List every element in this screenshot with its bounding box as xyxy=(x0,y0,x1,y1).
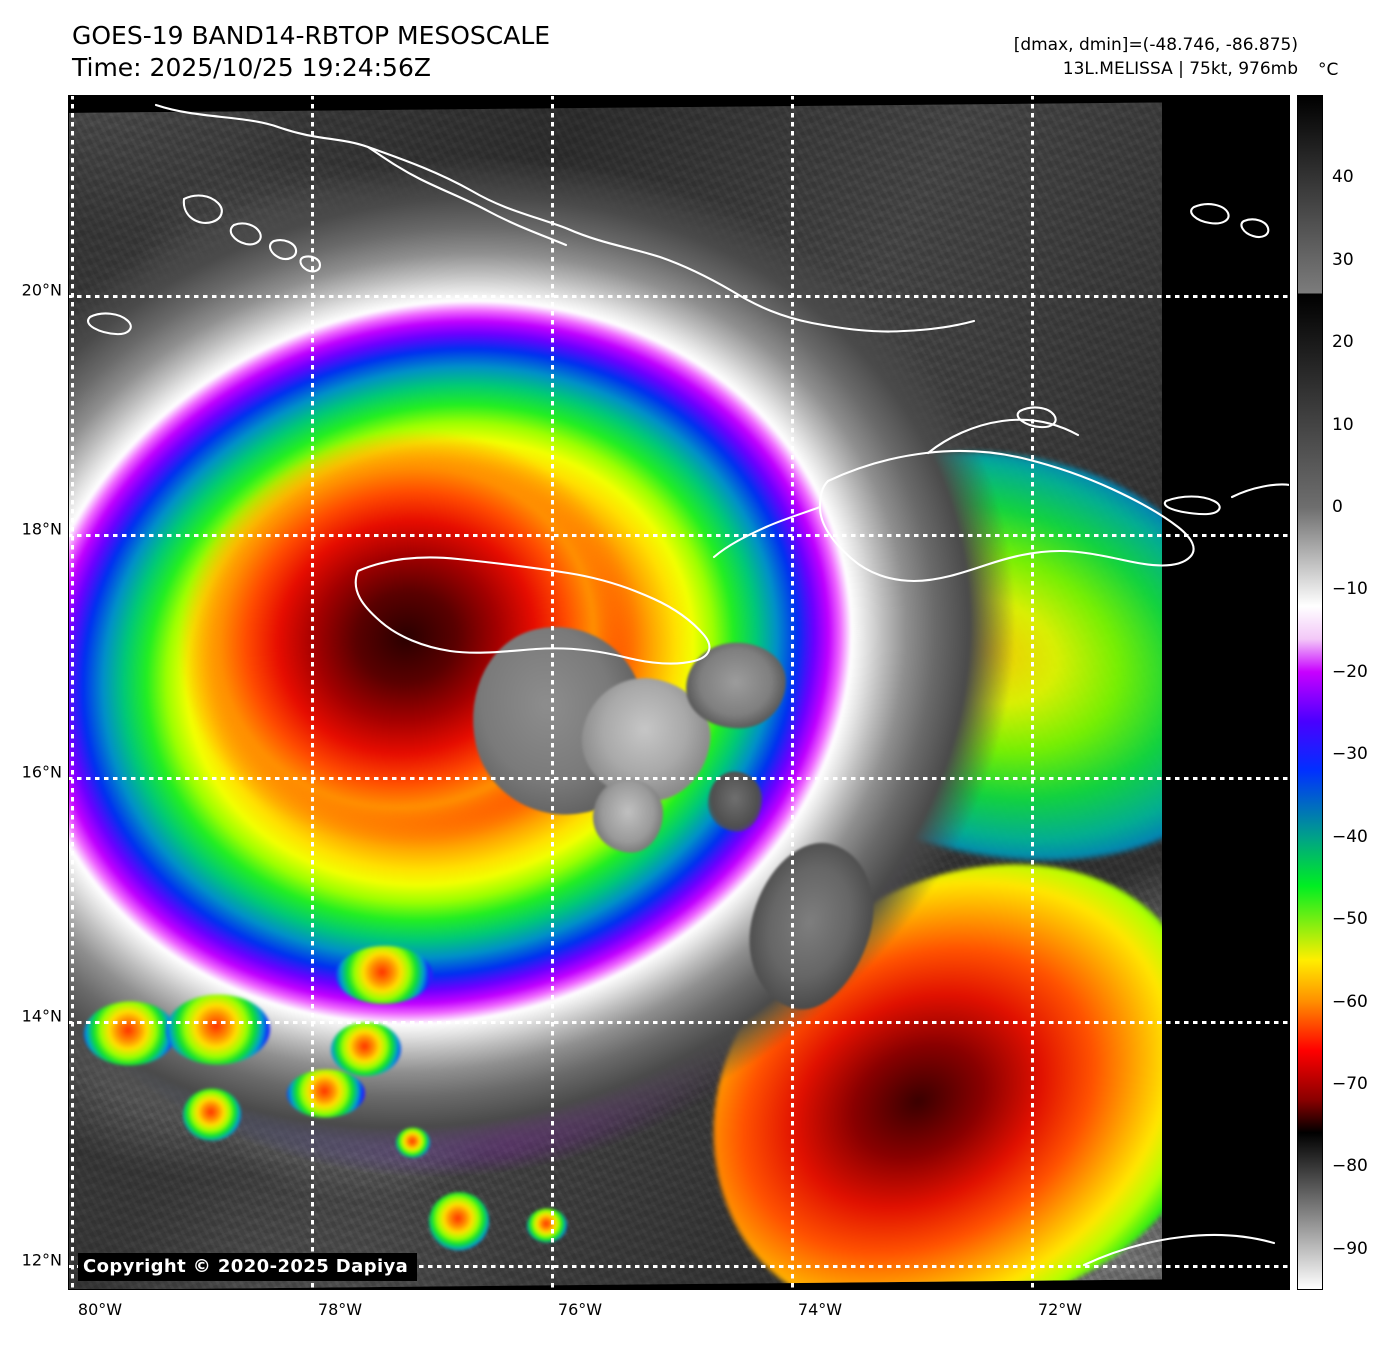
colorbar[interactable] xyxy=(1297,95,1323,1290)
colorbar-tick-label: −30 xyxy=(1332,744,1368,765)
coastline-islet-nw-2 xyxy=(229,222,262,246)
y-tick-label: 18°N xyxy=(21,519,62,539)
coastline-se-islet-1 xyxy=(1190,203,1230,225)
colorbar-tick-label: 0 xyxy=(1332,497,1343,518)
coastline-islet-nw-4 xyxy=(299,255,322,273)
coastline-cuba xyxy=(154,103,976,333)
coastline-islet-nw-1 xyxy=(182,194,223,224)
colorbar-tick-label: −40 xyxy=(1332,826,1368,847)
colorbar-tick-label: 40 xyxy=(1332,167,1354,188)
y-tick-label: 16°N xyxy=(21,762,62,782)
coastline-hispaniola xyxy=(818,449,1195,583)
coastline-tortuga xyxy=(1016,406,1057,429)
x-tick-label: 72°W xyxy=(1037,1300,1083,1319)
x-tick-label: 80°W xyxy=(77,1300,123,1319)
coastline-islet-w xyxy=(87,312,132,336)
coastline-se-islands xyxy=(1082,1233,1276,1267)
coastline-islet-nw-3 xyxy=(268,239,298,261)
title-block: GOES-19 BAND14-RBTOP MESOSCALE Time: 202… xyxy=(72,20,550,84)
coastline-east-1 xyxy=(1163,495,1221,516)
copyright-label: Copyright © 2020-2025 Dapiya xyxy=(78,1253,418,1281)
coastline-cuba-south xyxy=(366,145,568,247)
colorbar-tick-label: −90 xyxy=(1332,1238,1368,1259)
coastline-puerto-rico xyxy=(1230,483,1290,499)
colorbar-tick-label: −70 xyxy=(1332,1073,1368,1094)
colorbar-tick-label: −80 xyxy=(1332,1156,1368,1177)
coastline-haiti-south-peninsula xyxy=(712,505,822,559)
storm-info-label: 13L.MELISSA | 75kt, 976mb xyxy=(1062,59,1298,79)
x-tick-label: 78°W xyxy=(317,1300,363,1319)
timestamp-label: Time: 2025/10/25 19:24:56Z xyxy=(72,53,431,82)
satellite-image-plot[interactable]: Copyright © 2020-2025 Dapiya xyxy=(68,95,1290,1290)
metadata-block: [dmax, dmin]=(-48.746, -86.875) 13L.MELI… xyxy=(1014,33,1298,81)
colorbar-tick-label: 10 xyxy=(1332,414,1354,435)
coastline-svg xyxy=(87,103,1290,1267)
colorbar-unit-label: °C xyxy=(1318,60,1339,80)
colorbar-tick-label: −10 xyxy=(1332,579,1368,600)
colorbar-gradient xyxy=(1298,96,1322,1289)
colorbar-tick-label: −60 xyxy=(1332,991,1368,1012)
colorbar-tick-label: 30 xyxy=(1332,249,1354,270)
page-title: GOES-19 BAND14-RBTOP MESOSCALE xyxy=(72,21,551,50)
y-tick-label: 14°N xyxy=(21,1006,62,1026)
x-tick-label: 76°W xyxy=(557,1300,603,1319)
coastline-hispaniola-north xyxy=(926,418,1080,455)
y-tick-label: 20°N xyxy=(21,280,62,300)
coastline-se-islet-2 xyxy=(1240,218,1270,239)
dmax-dmin-label: [dmax, dmin]=(-48.746, -86.875) xyxy=(1013,35,1298,55)
colorbar-tick-label: −50 xyxy=(1332,909,1368,930)
colorbar-tick-label: −20 xyxy=(1332,661,1368,682)
colorbar-tick-label: 20 xyxy=(1332,332,1354,353)
coastline-overlay xyxy=(68,95,1290,1290)
y-tick-label: 12°N xyxy=(21,1250,62,1270)
coastline-jamaica xyxy=(354,556,711,665)
x-tick-label: 74°W xyxy=(797,1300,843,1319)
